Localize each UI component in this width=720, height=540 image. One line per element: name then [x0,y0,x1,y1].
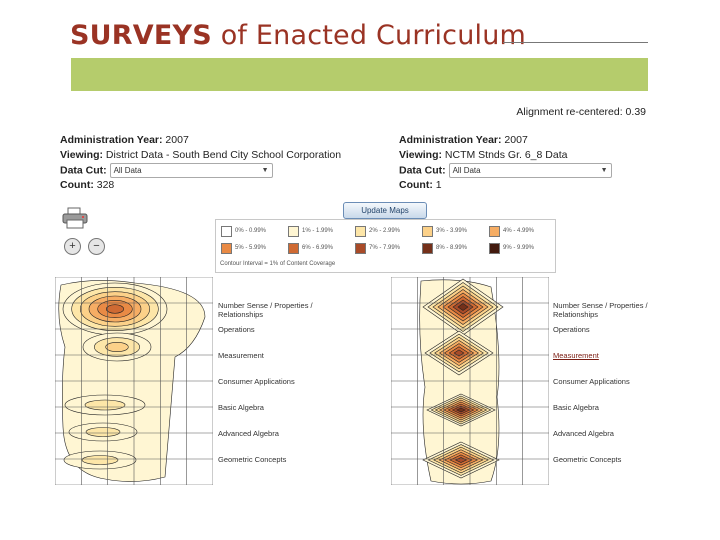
legend-swatch [489,226,500,237]
legend-item: 3% - 3.99% [422,225,486,238]
count-label: Count: [399,179,433,192]
admin-year-value: 2007 [165,134,189,146]
title-bold: SURVEYS [70,20,212,51]
legend-item: 6% - 6.99% [288,242,352,255]
legend-item: 4% - 4.99% [489,225,553,238]
legend-swatch [422,243,433,254]
contour-ring [453,349,465,357]
topic-label: Number Sense / Properties / Relationship… [553,301,648,319]
viewing-label: Viewing: [399,149,442,161]
viewing-label: Viewing: [60,149,103,161]
datacut-select-value: All Data [452,166,481,175]
right-info-panel: Administration Year: 2007 Viewing: NCTM … [399,133,699,193]
legend-label: 0% - 0.99% [235,228,267,234]
left-info-panel: Administration Year: 2007 Viewing: Distr… [60,133,380,193]
datacut-select-right[interactable]: All Data ▼ [448,163,612,178]
topic-label: Advanced Algebra [553,429,614,438]
header-band [71,58,648,91]
contour-ring [457,303,469,311]
topic-label: Basic Algebra [218,403,264,412]
legend-swatch [221,243,232,254]
topic-label: Operations [218,325,255,334]
legend-swatch [422,226,433,237]
legend-swatch [489,243,500,254]
legend-label: 8% - 8.99% [436,245,468,251]
admin-year-value: 2007 [504,134,528,146]
legend-item: 1% - 1.99% [288,225,352,238]
contour-ring [106,304,124,314]
title-divider [503,42,648,43]
datacut-label: Data Cut: [399,164,446,177]
legend-label: 5% - 5.99% [235,245,267,251]
alignment-text: Alignment re-centered: 0.39 [516,106,646,118]
legend-swatch [288,226,299,237]
left-content-map [55,277,213,485]
topic-label: Basic Algebra [553,403,599,412]
count-value: 328 [96,179,115,192]
legend: 0% - 0.99% 1% - 1.99% 2% - 2.99% 3% - 3.99%… [215,219,556,273]
legend-swatch [355,226,366,237]
zoom-in-icon[interactable]: + [64,238,81,255]
legend-item: 8% - 8.99% [422,242,486,255]
title-rest: of Enacted Curriculum [211,20,527,51]
chevron-down-icon: ▼ [600,167,608,174]
legend-item: 5% - 5.99% [221,242,285,255]
topic-label: Geometric Concepts [553,455,622,464]
legend-label: 7% - 7.99% [369,245,401,251]
legend-label: 4% - 4.99% [503,228,535,234]
topic-label[interactable]: Measurement [553,351,599,360]
contour-ring [85,427,121,437]
topic-label: Number Sense / Properties / Relationship… [218,301,313,319]
legend-label: 3% - 3.99% [436,228,468,234]
legend-label: 9% - 9.99% [503,245,535,251]
legend-item: 0% - 0.99% [221,225,285,238]
zoom-out-icon[interactable]: − [88,238,105,255]
admin-year-label: Administration Year: [60,134,163,146]
legend-label: 6% - 6.99% [302,245,334,251]
count-value: 1 [435,179,442,192]
admin-year-label: Administration Year: [399,134,502,146]
datacut-select-value: All Data [113,166,142,175]
printer-icon[interactable] [62,207,88,234]
contour-ring [81,455,119,465]
contour-ring [105,342,129,352]
count-label: Count: [60,179,94,192]
legend-item: 2% - 2.99% [355,225,419,238]
legend-swatch [355,243,366,254]
page-title: SURVEYS of Enacted Curriculum [70,20,526,51]
legend-swatch [221,226,232,237]
topic-label: Consumer Applications [218,377,295,386]
legend-label: 2% - 2.99% [369,228,401,234]
chevron-down-icon: ▼ [261,167,269,174]
topic-label: Advanced Algebra [218,429,279,438]
legend-item: 9% - 9.99% [489,242,553,255]
legend-swatch [288,243,299,254]
viewing-value: NCTM Stnds Gr. 6_8 Data [444,149,568,161]
legend-label: 1% - 1.99% [302,228,334,234]
viewing-value: District Data - South Bend City School C… [105,149,342,161]
right-content-map [391,277,549,485]
update-maps-button[interactable]: Update Maps [343,202,427,219]
topic-label: Measurement [218,351,264,360]
datacut-label: Data Cut: [60,164,107,177]
topic-label: Operations [553,325,590,334]
contour-ring [456,407,466,413]
topic-label: Geometric Concepts [218,455,287,464]
topic-label: Consumer Applications [553,377,630,386]
contour-ring [84,399,126,411]
legend-note: Contour Interval = 1% of Content Coverag… [220,261,336,267]
datacut-select-left[interactable]: All Data ▼ [109,163,273,178]
legend-item: 7% - 7.99% [355,242,419,255]
